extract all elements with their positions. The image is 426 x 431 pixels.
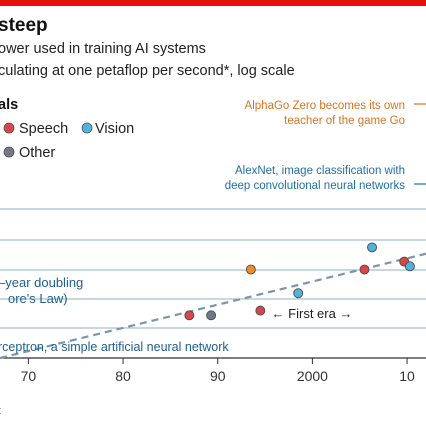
legend-label-vision: Vision: [95, 121, 134, 137]
data-point-vision: [293, 288, 304, 299]
x-tick-label: 90: [210, 368, 226, 384]
data-points: [184, 242, 415, 321]
annotation-alphago-line2: teacher of the game Go: [284, 115, 405, 127]
annotation-alexnet-line1: AlexNet, image classification with: [235, 165, 405, 177]
data-point-other: [206, 310, 217, 321]
annotation-alphago-line1: AlphaGo Zero becomes its own: [245, 100, 405, 112]
data-point-vision: [367, 242, 377, 253]
annotation-doubling-line1: –year doubling: [0, 275, 83, 290]
data-point-vision: [404, 261, 415, 272]
data-point-speech: [255, 305, 266, 316]
annotation-first-era: ← First era →: [272, 306, 353, 321]
source-note: t: [0, 405, 1, 417]
annotation-perceptron: rceptron, a simple artificial neural net…: [0, 340, 229, 354]
chart-subtitle: ower used in training AI systems: [0, 41, 206, 57]
trend-line: [0, 252, 426, 360]
x-tick-label: 80: [115, 368, 131, 384]
annotation-alexnet-line2: deep convolutional neural networks: [225, 180, 406, 192]
chart-title: steep: [0, 15, 48, 36]
gridlines: [0, 208, 426, 329]
top-accent-bar: [0, 0, 426, 6]
data-point-speech: [184, 310, 195, 321]
data-point-game: [245, 264, 256, 275]
data-point-speech: [359, 264, 370, 275]
legend-swatch-other: [3, 146, 15, 158]
annotation-doubling-line2: ore's Law): [8, 291, 68, 306]
legend: Speech Vision Other: [3, 121, 134, 161]
legend-swatch-vision: [81, 122, 93, 134]
x-axis-ticks: 70 80 90 2000 10: [21, 358, 415, 384]
x-tick-label: 2000: [297, 368, 328, 384]
legend-label-speech: Speech: [19, 121, 68, 137]
legend-heading: als: [0, 97, 18, 113]
legend-swatch-speech: [3, 122, 15, 134]
legend-label-other: Other: [19, 145, 55, 161]
x-tick-label: 70: [21, 368, 37, 384]
chart-subtitle-2: culating at one petaflop per second*, lo…: [0, 63, 295, 79]
x-tick-label: 10: [399, 368, 415, 384]
